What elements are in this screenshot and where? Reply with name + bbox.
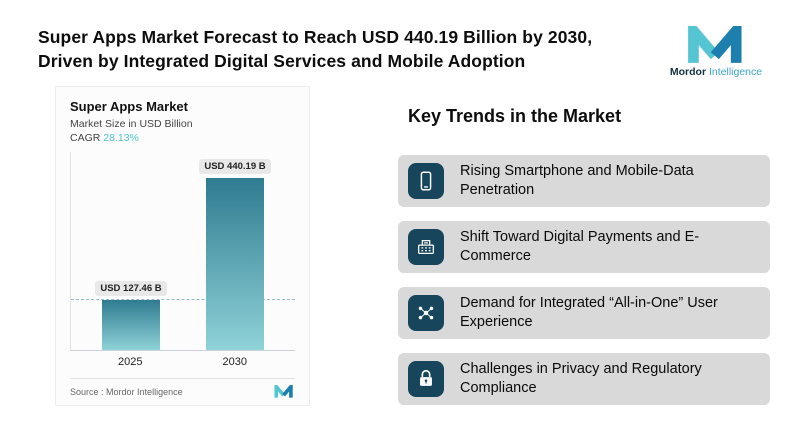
trend-row-integration: Demand for Integrated “All-in-One” User … <box>398 287 770 339</box>
trend-text: Rising Smartphone and Mobile-Data Penetr… <box>460 163 694 198</box>
key-trends-section: Key Trends in the Market Rising Smartpho… <box>398 86 770 419</box>
x-axis-label: 2025 <box>118 356 143 368</box>
cagr-value: 28.13% <box>103 132 139 144</box>
chart-cagr: CAGR 28.13% <box>70 132 295 144</box>
x-axis-labels: 2025 2030 <box>70 356 295 368</box>
mini-logo-icon <box>274 385 293 398</box>
source-value: Mordor Intelligence <box>106 386 183 397</box>
brand-name-secondary: Intelligence <box>708 66 763 78</box>
trend-text: Challenges in Privacy and Regulatory Com… <box>460 361 702 396</box>
bar <box>101 300 160 350</box>
bar-2025: USD 127.46 B <box>95 281 167 350</box>
page-title: Super Apps Market Forecast to Reach USD … <box>38 26 592 73</box>
trend-row-payments: Shift Toward Digital Payments and E-Comm… <box>398 221 770 273</box>
chart-subtitle: Market Size in USD Billion <box>70 118 193 130</box>
trend-text: Shift Toward Digital Payments and E-Comm… <box>460 229 700 264</box>
cagr-label: CAGR <box>70 132 101 144</box>
payment-terminal-icon <box>408 229 444 265</box>
page-title-line1: Super Apps Market Forecast to Reach USD … <box>38 27 593 47</box>
trend-row-privacy: Challenges in Privacy and Regulatory Com… <box>398 353 770 405</box>
source-text: Source : Mordor Intelligence <box>70 387 183 397</box>
trend-row-smartphone: Rising Smartphone and Mobile-Data Penetr… <box>398 155 770 207</box>
source-label: Source : <box>70 386 104 397</box>
bar-chart-plot: USD 127.46 B USD 440.19 B <box>70 152 295 351</box>
header: Super Apps Market Forecast to Reach USD … <box>0 0 800 78</box>
bar-2030: USD 440.19 B <box>199 159 271 350</box>
bar-value-label: USD 440.19 B <box>199 159 271 174</box>
reference-dashed-line <box>71 299 295 300</box>
trend-text: Demand for Integrated “All-in-One” User … <box>460 295 718 330</box>
network-icon <box>408 295 444 331</box>
mordor-intelligence-logo-icon <box>688 26 742 63</box>
bar <box>205 178 264 350</box>
chart-card: Super Apps Market Market Size in USD Bil… <box>55 86 310 406</box>
source-row: Source : Mordor Intelligence <box>70 385 295 398</box>
smartphone-icon <box>408 163 444 199</box>
content: Super Apps Market Market Size in USD Bil… <box>0 86 800 419</box>
lock-icon <box>408 361 444 397</box>
chart-title: Super Apps Market <box>70 99 188 114</box>
brand-logo: Mordor Intelligence <box>662 26 770 78</box>
brand-logo-text: Mordor Intelligence <box>670 66 762 78</box>
x-axis-label: 2030 <box>222 356 247 368</box>
bar-value-label: USD 127.46 B <box>95 281 167 296</box>
brand-name-primary: Mordor <box>669 66 707 78</box>
card-divider <box>70 378 295 379</box>
trends-heading: Key Trends in the Market <box>408 106 622 126</box>
page-title-line2: Driven by Integrated Digital Services an… <box>38 50 526 71</box>
